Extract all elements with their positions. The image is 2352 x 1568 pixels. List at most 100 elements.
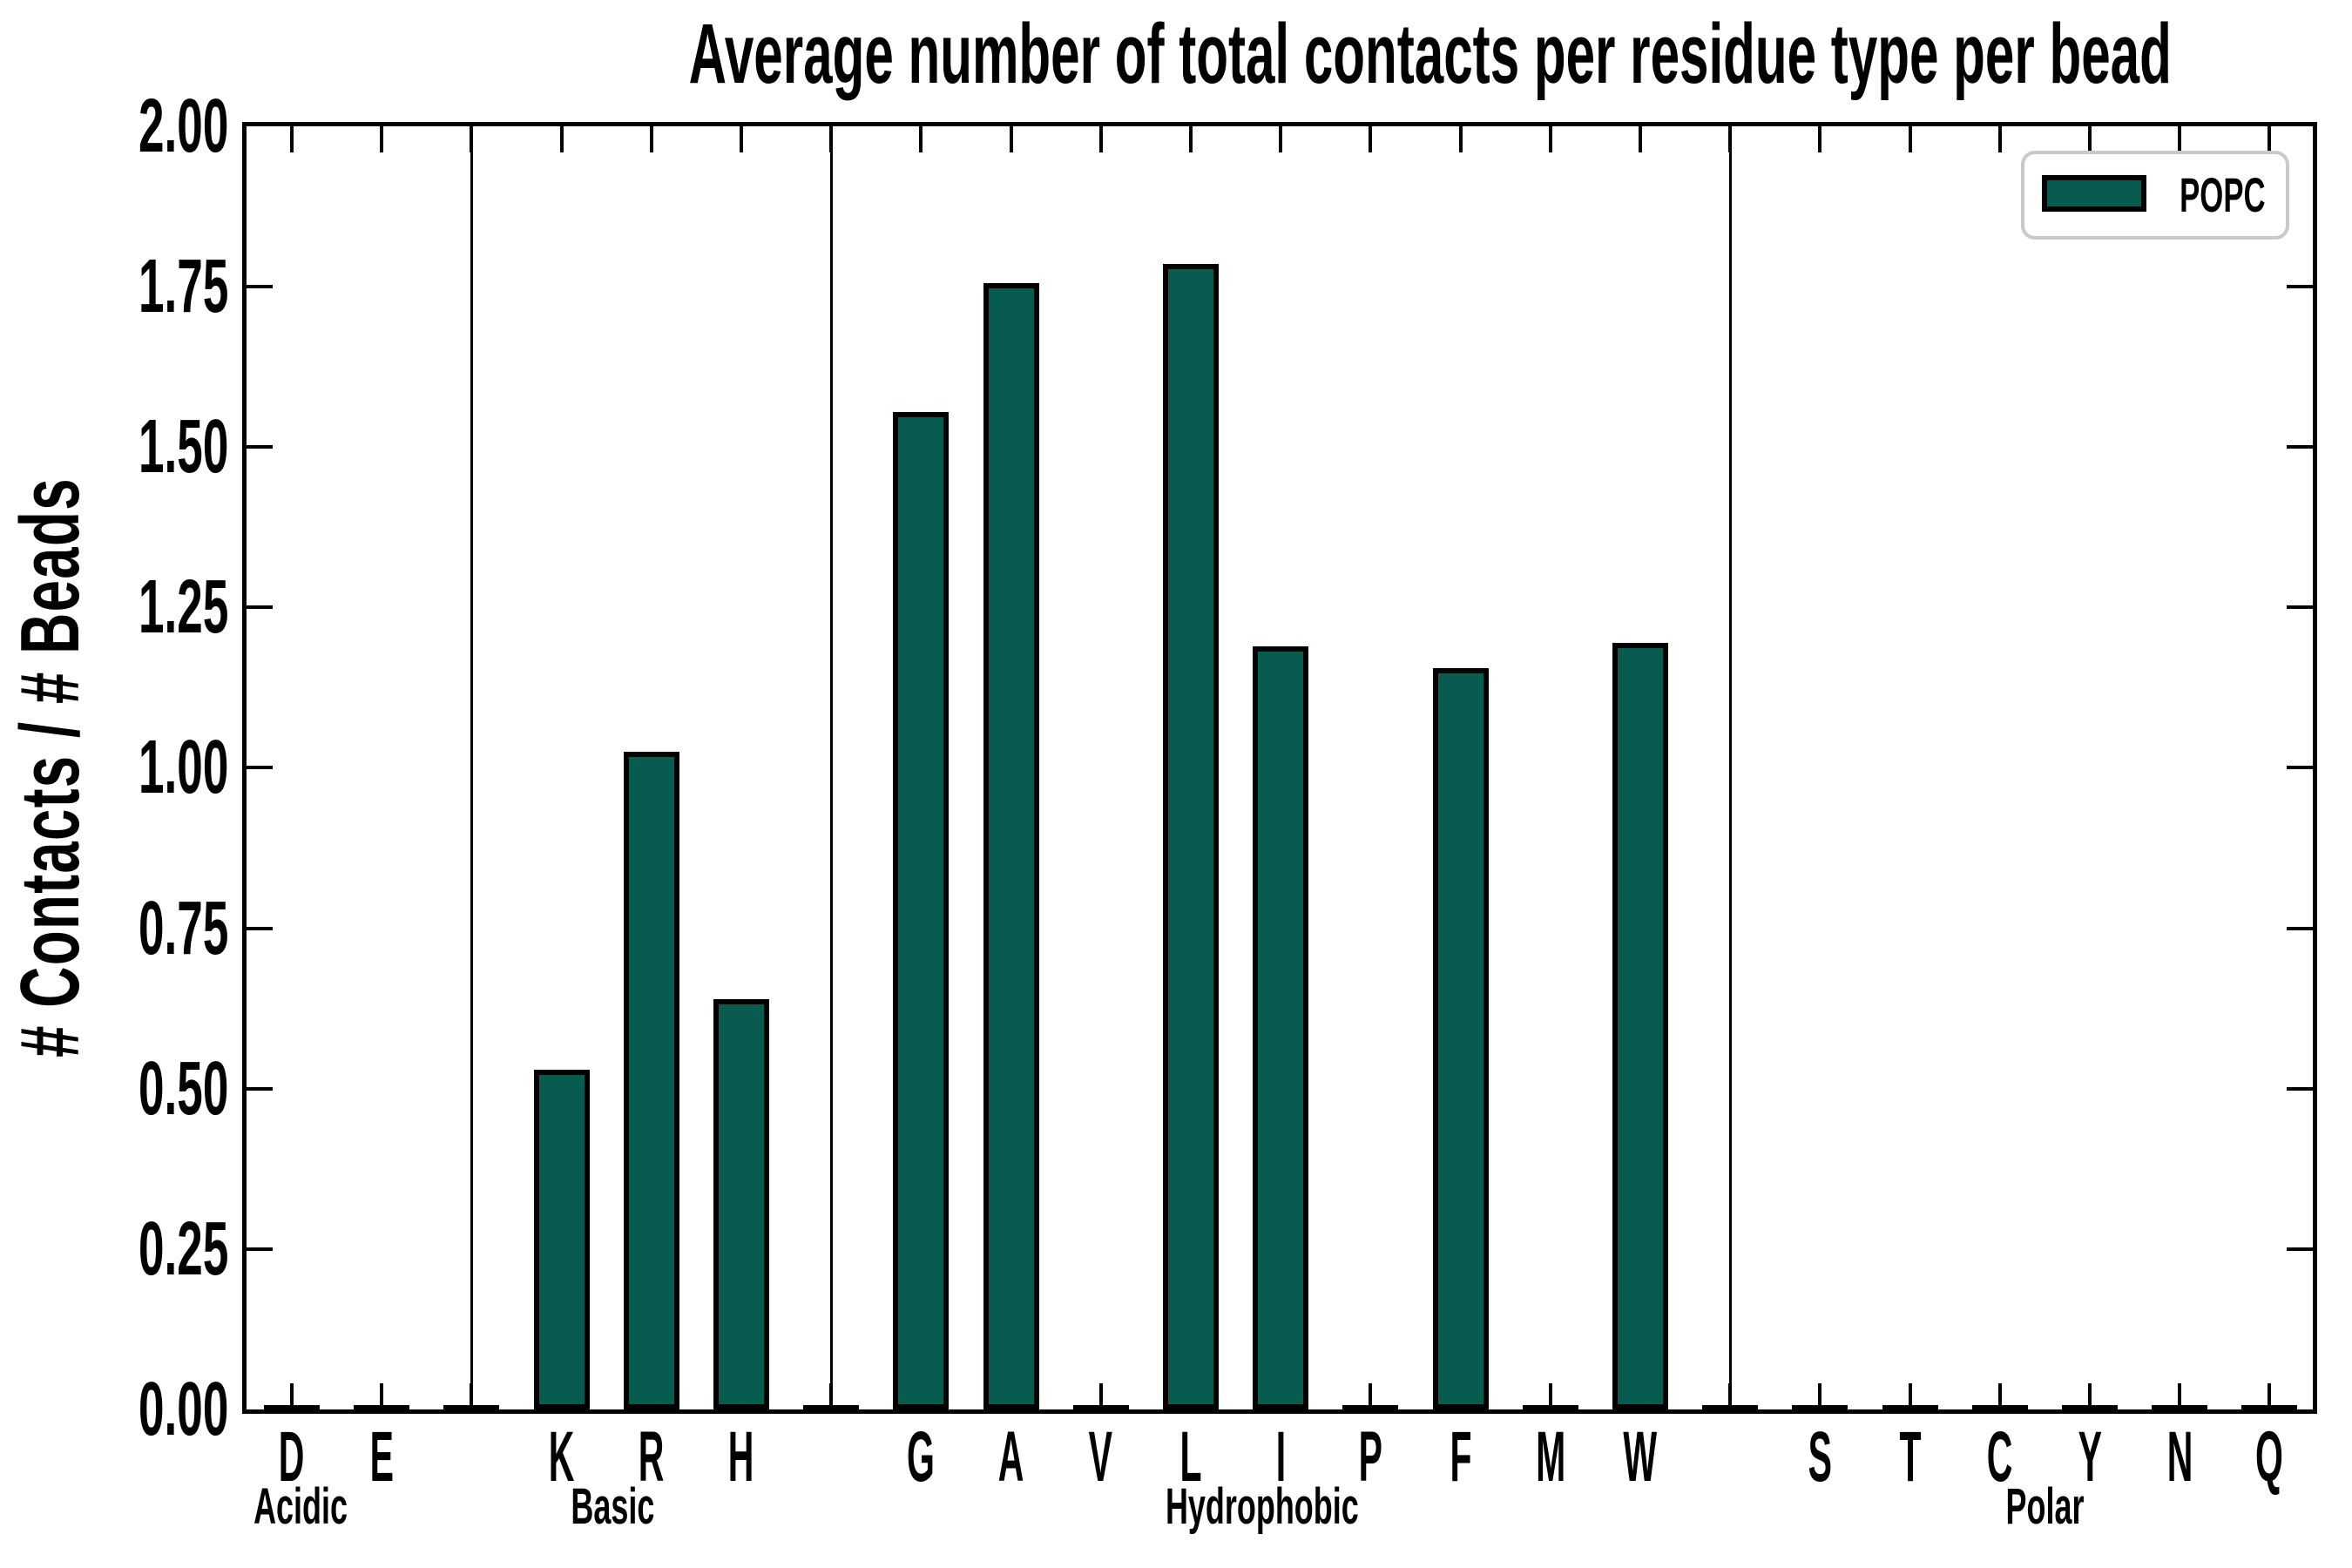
x-tick-bottom bbox=[2268, 1383, 2272, 1409]
y-tick-right bbox=[2287, 766, 2313, 769]
x-label-text: P bbox=[1358, 1417, 1383, 1497]
x-label-text: V bbox=[1089, 1417, 1113, 1497]
x-label-I: I bbox=[1220, 1420, 1342, 1495]
zero-bar-M bbox=[1522, 1405, 1578, 1409]
x-label-text: L bbox=[1179, 1417, 1202, 1497]
x-tick-top bbox=[290, 126, 294, 152]
x-label-text: I bbox=[1275, 1417, 1286, 1497]
x-tick-top bbox=[649, 126, 653, 152]
group-label-polar: Polar bbox=[1870, 1481, 2219, 1533]
y-tick-label-0.25: 0.25 bbox=[0, 1211, 228, 1288]
y-tick-label-text: 1.00 bbox=[138, 725, 228, 809]
x-label-M: M bbox=[1490, 1420, 1612, 1495]
y-tick-label-1.50: 1.50 bbox=[0, 409, 228, 485]
x-label-text: E bbox=[369, 1417, 394, 1497]
x-tick-top bbox=[2178, 126, 2182, 152]
zero-bar-V bbox=[1072, 1405, 1129, 1409]
x-label-T: T bbox=[1849, 1420, 1971, 1495]
y-tick-right bbox=[2287, 445, 2313, 449]
x-label-text: Q bbox=[2255, 1417, 2284, 1497]
x-tick-top bbox=[380, 126, 384, 152]
x-label-G: G bbox=[860, 1420, 982, 1495]
y-tick-right bbox=[2287, 1087, 2313, 1091]
chart-title-text: Average number of total contacts per res… bbox=[688, 6, 2172, 101]
x-label-text: C bbox=[1986, 1417, 2013, 1497]
bar-H bbox=[713, 999, 769, 1409]
zero-bar-C bbox=[1971, 1405, 2028, 1409]
zero-bar bbox=[1702, 1405, 1759, 1409]
x-label-Q: Q bbox=[2208, 1420, 2330, 1495]
x-label-W: W bbox=[1579, 1420, 1701, 1495]
legend-popc-swatch bbox=[2042, 175, 2146, 212]
x-label-D: D bbox=[231, 1420, 353, 1495]
x-label-H: H bbox=[680, 1420, 802, 1495]
x-label-L: L bbox=[1130, 1420, 1252, 1495]
x-tick-top bbox=[1997, 126, 2002, 152]
y-tick-label-text: 0.00 bbox=[138, 1367, 228, 1451]
x-tick-top bbox=[1279, 126, 1283, 152]
group-separator-line bbox=[1728, 126, 1732, 1409]
zero-bar bbox=[803, 1405, 860, 1409]
zero-bar-S bbox=[1792, 1405, 1848, 1409]
plot-area bbox=[242, 122, 2317, 1414]
x-tick-top bbox=[1009, 126, 1013, 152]
chart-title: Average number of total contacts per res… bbox=[234, 7, 2325, 101]
group-label-text: Polar bbox=[2005, 1478, 2085, 1535]
x-tick-bottom bbox=[1997, 1383, 2002, 1409]
x-tick-bottom bbox=[1908, 1383, 1912, 1409]
x-tick-top bbox=[740, 126, 743, 152]
group-label-basic: Basic bbox=[438, 1481, 787, 1533]
zero-bar-Y bbox=[2062, 1405, 2118, 1409]
y-tick-left bbox=[247, 445, 273, 449]
x-label-E: E bbox=[321, 1420, 443, 1495]
group-separator-line bbox=[470, 126, 473, 1409]
y-tick-label-text: 1.50 bbox=[138, 404, 228, 489]
bar-W bbox=[1612, 643, 1668, 1409]
group-label-text: Hydrophobic bbox=[1165, 1478, 1359, 1535]
x-label-N: N bbox=[2119, 1420, 2240, 1495]
x-label-text: F bbox=[1450, 1417, 1472, 1497]
x-label-text: M bbox=[1535, 1417, 1565, 1497]
group-label-acidic: Acidic bbox=[126, 1481, 475, 1533]
x-label-R: R bbox=[591, 1420, 713, 1495]
group-label-text: Basic bbox=[571, 1478, 655, 1535]
y-tick-label-text: 1.75 bbox=[138, 244, 228, 328]
group-label-hydrophobic: Hydrophobic bbox=[1088, 1481, 1436, 1533]
x-tick-bottom bbox=[290, 1383, 294, 1409]
bar-G bbox=[893, 412, 950, 1409]
x-tick-top bbox=[1639, 126, 1642, 152]
x-label-text: R bbox=[638, 1417, 665, 1497]
x-tick-top bbox=[1458, 126, 1463, 152]
y-tick-label-text: 0.50 bbox=[138, 1046, 228, 1131]
group-separator-line bbox=[829, 126, 833, 1409]
zero-bar-D bbox=[264, 1405, 320, 1409]
x-tick-top bbox=[1369, 126, 1373, 152]
x-label-text: S bbox=[1808, 1417, 1833, 1497]
x-label-K: K bbox=[501, 1420, 623, 1495]
legend-popc-label: POPC bbox=[2153, 154, 2286, 236]
y-tick-label-text: 0.75 bbox=[138, 886, 228, 970]
x-tick-bottom bbox=[1548, 1383, 1552, 1409]
bar-R bbox=[623, 752, 679, 1409]
zero-bar bbox=[443, 1405, 500, 1409]
zero-bar-Q bbox=[2241, 1405, 2298, 1409]
zero-bar-N bbox=[2152, 1405, 2208, 1409]
y-tick-label-1.75: 1.75 bbox=[0, 248, 228, 325]
y-tick-right bbox=[2287, 285, 2313, 288]
x-tick-bottom bbox=[380, 1383, 384, 1409]
x-label-text: D bbox=[279, 1417, 305, 1497]
x-label-P: P bbox=[1309, 1420, 1431, 1495]
bar-I bbox=[1253, 646, 1309, 1409]
x-label-text: T bbox=[1899, 1417, 1922, 1497]
bar-F bbox=[1432, 668, 1489, 1409]
bar-A bbox=[983, 283, 1039, 1409]
x-tick-bottom bbox=[1369, 1383, 1373, 1409]
x-label-text: N bbox=[2166, 1417, 2193, 1497]
bar-L bbox=[1163, 264, 1219, 1409]
x-tick-bottom bbox=[2088, 1383, 2092, 1409]
y-tick-label-text: 1.25 bbox=[138, 564, 228, 649]
y-tick-left bbox=[247, 1087, 273, 1091]
x-label-text: H bbox=[728, 1417, 754, 1497]
x-tick-top bbox=[1548, 126, 1552, 152]
